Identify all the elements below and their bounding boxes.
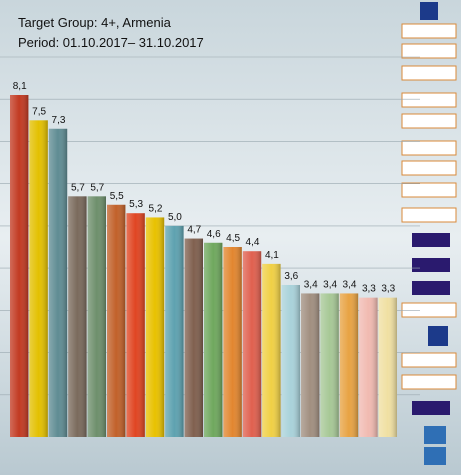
logo — [401, 92, 457, 108]
logo — [401, 113, 457, 129]
bar-shade — [359, 297, 378, 437]
bar-shade — [242, 251, 262, 437]
bar-shade — [126, 213, 145, 437]
data-label: 4,5 — [226, 233, 240, 244]
bar-shade — [320, 293, 339, 437]
logo — [401, 207, 457, 223]
bar-shade — [107, 204, 126, 437]
chart-title: Target Group: 4+, Armenia — [18, 15, 172, 30]
data-label: 4,4 — [246, 237, 260, 248]
data-label: 5,7 — [71, 182, 85, 193]
logo — [401, 182, 457, 198]
logo — [401, 140, 457, 156]
data-label: 3,3 — [362, 284, 376, 295]
logo — [412, 401, 450, 415]
bar-shade — [262, 263, 281, 437]
data-label: 3,6 — [284, 271, 298, 282]
logo — [401, 160, 457, 176]
bar-shade — [29, 120, 48, 437]
bar-shade — [378, 297, 397, 437]
bar-shade — [145, 217, 165, 437]
logo — [401, 23, 457, 39]
logo — [424, 447, 446, 465]
data-label: 3,3 — [381, 284, 395, 295]
bar-shade — [223, 247, 242, 437]
logo — [428, 326, 448, 346]
logo — [401, 374, 457, 390]
data-label: 3,4 — [304, 279, 318, 290]
bar-shade — [301, 293, 320, 437]
data-label: 5,7 — [90, 182, 104, 193]
data-label: 3,4 — [343, 279, 357, 290]
logo — [424, 426, 446, 444]
channel-logos — [401, 2, 457, 465]
bar-shade — [281, 285, 300, 437]
bar-shade — [165, 225, 184, 437]
bar-shade — [184, 238, 203, 437]
data-label: 8,1 — [13, 81, 27, 92]
data-label: 5,5 — [110, 191, 124, 202]
logo — [412, 281, 450, 295]
logo — [401, 43, 457, 59]
logo — [412, 233, 450, 247]
chart-subtitle: Period: 01.10.2017– 31.10.2017 — [18, 35, 204, 50]
logo — [401, 302, 457, 318]
bar-shade — [48, 128, 68, 437]
bar-shade — [339, 293, 359, 437]
data-label: 4,1 — [265, 250, 279, 261]
data-label: 4,7 — [187, 225, 201, 236]
bar-shade — [87, 196, 106, 437]
bar-shade — [10, 95, 29, 437]
data-label: 7,3 — [52, 115, 66, 126]
data-label: 5,2 — [149, 203, 163, 214]
bar-shade — [68, 196, 87, 437]
data-label: 5,0 — [168, 212, 182, 223]
logo — [420, 2, 438, 20]
data-label: 4,6 — [207, 229, 221, 240]
logo — [401, 65, 457, 81]
logo — [412, 258, 450, 272]
data-label: 5,3 — [129, 199, 143, 210]
logo — [401, 352, 457, 368]
data-label: 7,5 — [32, 106, 46, 117]
data-label: 3,4 — [323, 279, 337, 290]
bar-shade — [204, 242, 223, 437]
